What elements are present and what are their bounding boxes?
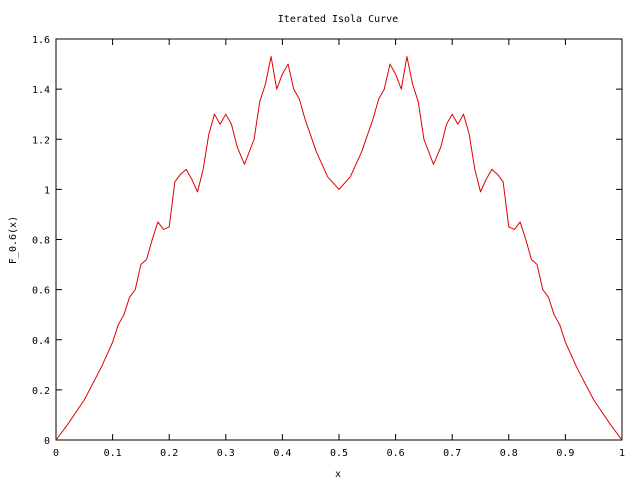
x-tick-label: 0.2 [160, 448, 178, 459]
plot-frame [55, 38, 623, 441]
x-tick-label: 0.8 [500, 448, 518, 459]
x-tick-label: 0.5 [330, 448, 348, 459]
x-tick-label: 0.1 [104, 448, 122, 459]
chart-title: Iterated Isola Curve [278, 14, 398, 25]
series-line-0 [55, 56, 623, 441]
x-tick-label: 1 [619, 448, 625, 459]
y-axis-label: F_0.6(x) [8, 216, 19, 264]
y-tick-label: 1.6 [32, 35, 50, 46]
y-tick-label: 0 [44, 436, 50, 447]
y-tick-label: 0.4 [32, 336, 50, 347]
y-tick-label: 0.8 [32, 236, 50, 247]
y-tick-label: 0.6 [32, 286, 50, 297]
y-tick-label: 1 [44, 185, 50, 196]
x-axis-label: x [335, 469, 341, 480]
y-tick-label: 0.2 [32, 386, 50, 397]
x-tick-label: 0 [53, 448, 59, 459]
x-tick-label: 0.7 [443, 448, 461, 459]
y-tick-label: 1.2 [32, 135, 50, 146]
x-axis-ticks: 0 0.1 0.2 0.3 0.4 0.5 0.6 0.7 0.8 0.9 1 [53, 39, 625, 459]
y-tick-label: 1.4 [32, 85, 50, 96]
x-tick-label: 0.9 [556, 448, 574, 459]
x-tick-label: 0.3 [217, 448, 235, 459]
series-layer [55, 56, 623, 441]
x-tick-label: 0.4 [273, 448, 291, 459]
y-axis-ticks: 0 0.2 0.4 0.6 0.8 1 1.2 1.4 1.6 [32, 35, 622, 447]
x-tick-label: 0.6 [387, 448, 405, 459]
